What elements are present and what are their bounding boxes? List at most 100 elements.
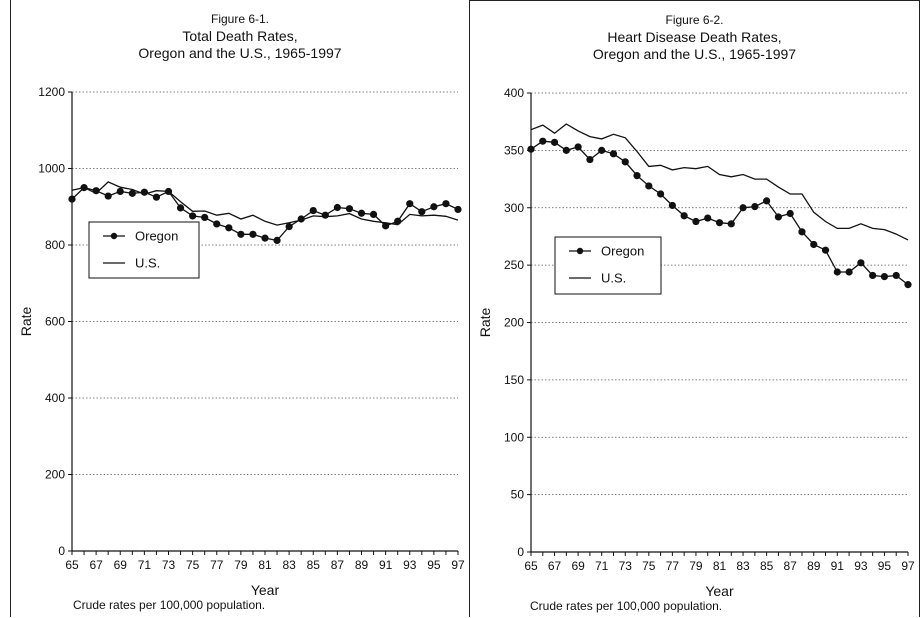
- chart-panel-heart-disease-death-rates: Figure 6-2. Heart Disease Death Rates, O…: [470, 0, 920, 617]
- data-point-oregon: [598, 146, 606, 154]
- data-point-oregon: [609, 150, 618, 158]
- x-tick-label: 91: [831, 559, 845, 573]
- data-point-oregon: [213, 220, 221, 228]
- data-point-oregon: [68, 195, 76, 203]
- chart-title-line: Heart Disease Death Rates,: [607, 29, 782, 45]
- x-tick-label: 97: [451, 558, 465, 572]
- y-tick-label: 1200: [38, 85, 65, 99]
- data-point-oregon: [430, 203, 438, 211]
- chart-panel-total-death-rates: Figure 6-1. Total Death Rates, Oregon an…: [10, 0, 470, 617]
- x-tick-label: 91: [379, 558, 393, 572]
- chart-title-line: Oregon and the U.S., 1965-1997: [138, 45, 342, 61]
- x-tick-label: 93: [854, 559, 868, 573]
- data-point-oregon: [539, 137, 547, 145]
- x-tick-label: 73: [619, 559, 633, 573]
- data-point-oregon: [261, 234, 269, 242]
- x-tick-label: 85: [307, 558, 321, 572]
- x-tick-label: 77: [666, 559, 680, 573]
- data-point-oregon: [357, 209, 366, 217]
- y-tick-label: 50: [511, 488, 525, 502]
- data-point-oregon: [225, 224, 233, 232]
- y-tick-label: 400: [45, 391, 65, 405]
- data-point-oregon: [727, 220, 735, 228]
- x-tick-label: 93: [403, 558, 417, 572]
- data-point-oregon: [152, 193, 161, 201]
- y-tick-label: 100: [504, 430, 524, 444]
- x-tick-label: 69: [114, 558, 128, 572]
- data-point-oregon: [249, 230, 257, 238]
- data-point-oregon: [739, 204, 747, 212]
- x-tick-label: 71: [595, 559, 609, 573]
- data-point-oregon: [285, 223, 293, 231]
- line-chart-total-death-rates: 0 200 400 600 800 1000 1200 65 67 69 71 73 75 77 79 81 8…: [18, 85, 465, 598]
- x-tick-label: 81: [258, 558, 272, 572]
- data-point-oregon: [751, 203, 759, 211]
- data-point-oregon: [237, 230, 245, 238]
- x-tick-label: 89: [355, 558, 369, 572]
- data-point-oregon: [586, 155, 594, 164]
- x-tick-label: 65: [65, 558, 79, 572]
- x-tick-label: 73: [162, 558, 176, 572]
- x-tick-label: 83: [282, 558, 296, 572]
- legend-marker-oregon: [576, 247, 584, 255]
- x-tick-label: 97: [901, 559, 915, 573]
- data-point-oregon: [869, 271, 877, 280]
- x-tick-label: 81: [713, 559, 727, 573]
- data-point-oregon: [704, 214, 712, 222]
- data-point-oregon: [833, 268, 841, 276]
- data-point-oregon: [273, 236, 281, 245]
- data-point-oregon: [763, 197, 771, 205]
- chart-title: Figure 6-2. Heart Disease Death Rates, O…: [470, 12, 919, 63]
- data-point-oregon: [680, 212, 688, 220]
- data-point-oregon: [633, 172, 641, 180]
- x-tick-label: 95: [878, 559, 892, 573]
- y-tick-label: 0: [58, 544, 65, 558]
- x-tick-label: 75: [642, 559, 656, 573]
- data-point-oregon: [845, 268, 853, 276]
- x-tick-label: 71: [138, 558, 152, 572]
- data-point-oregon: [692, 217, 700, 226]
- data-point-oregon: [904, 281, 912, 289]
- data-point-oregon: [116, 187, 124, 196]
- figure-number: Figure 6-2.: [665, 13, 724, 27]
- legend-label-u-s: U.S.: [135, 256, 160, 271]
- data-point-oregon: [104, 192, 112, 200]
- y-tick-label: 400: [504, 86, 524, 100]
- x-tick-label: 79: [689, 559, 703, 573]
- data-point-oregon: [668, 201, 676, 210]
- y-tick-label: 1000: [38, 162, 65, 176]
- data-point-oregon: [442, 200, 450, 208]
- x-tick-label: 79: [234, 558, 248, 572]
- data-point-oregon: [798, 228, 806, 236]
- data-point-oregon: [406, 200, 414, 208]
- data-point-oregon: [715, 219, 724, 227]
- x-tick-label: 87: [784, 559, 798, 573]
- x-axis-label: Year: [251, 582, 280, 598]
- line-chart-heart-disease-death-rates: 0 50 100 150 200 250 300 350 400 65 67 69 71 73 75 77 79…: [477, 86, 915, 599]
- data-point-oregon: [562, 146, 570, 154]
- chart-title-line: Oregon and the U.S., 1965-1997: [592, 46, 797, 62]
- y-axis-label: Rate: [477, 308, 493, 338]
- data-point-oregon: [201, 213, 209, 222]
- data-point-oregon: [321, 211, 329, 219]
- data-point-oregon: [333, 203, 341, 212]
- data-point-oregon: [382, 222, 390, 230]
- x-tick-label: 87: [331, 558, 345, 572]
- data-point-oregon: [309, 206, 317, 215]
- data-point-oregon: [621, 158, 629, 166]
- legend-box: [88, 221, 200, 279]
- figure-number: Figure 6-1.: [210, 12, 270, 26]
- footnote: Crude rates per 100,000 population.: [73, 598, 266, 612]
- y-tick-label: 200: [504, 316, 524, 330]
- data-point-oregon: [128, 189, 136, 197]
- x-tick-label: 75: [186, 558, 200, 572]
- data-point-oregon: [774, 213, 783, 221]
- footnote: Crude rates per 100,000 population.: [530, 599, 723, 613]
- x-tick-label: 67: [548, 559, 562, 573]
- x-tick-label: 67: [89, 558, 103, 572]
- data-point-oregon: [821, 246, 830, 254]
- x-tick-label: 95: [427, 558, 441, 572]
- data-point-oregon: [892, 271, 900, 280]
- x-tick-label: 69: [571, 559, 585, 573]
- x-tick-label: 83: [736, 559, 750, 573]
